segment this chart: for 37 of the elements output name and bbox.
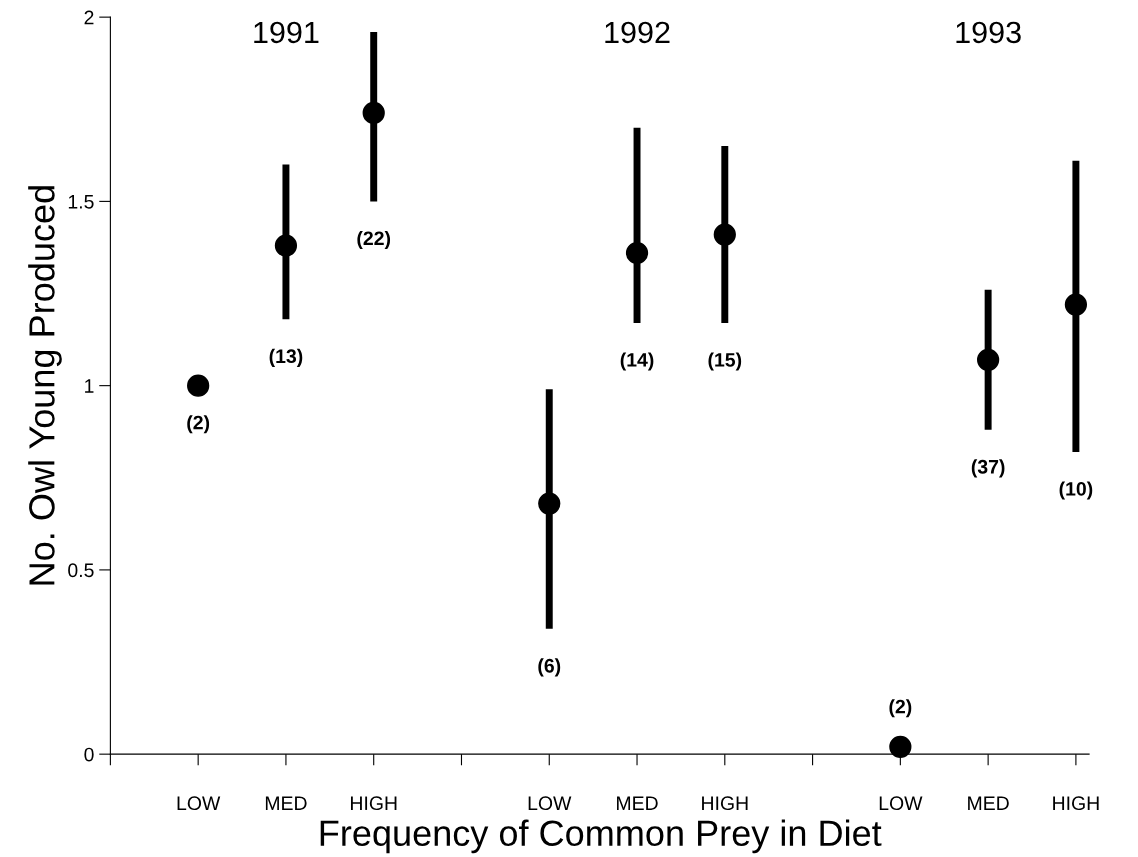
x-tick-label: HIGH xyxy=(351,796,397,811)
point xyxy=(713,223,736,246)
x-tick-label: MED xyxy=(968,796,1009,810)
annotation: (15) xyxy=(708,352,742,371)
point xyxy=(274,234,298,257)
y-axis-title: No. Owl Young Produced xyxy=(28,186,62,585)
y-tick-label: 0.5 xyxy=(68,563,94,578)
x-tick-label: HIGH xyxy=(1053,796,1099,811)
x-tick-label: MED xyxy=(265,796,307,810)
y-tick-label: 2 xyxy=(84,10,94,25)
point xyxy=(538,492,561,515)
annotation: (14) xyxy=(620,352,654,371)
x-tick-label: MED xyxy=(617,796,658,810)
annotation: (13) xyxy=(269,348,303,367)
point xyxy=(362,101,385,125)
x-tick-label: HIGH xyxy=(702,796,748,811)
annotation: (10) xyxy=(1059,481,1093,500)
annotation: (6) xyxy=(538,658,561,677)
x-tick-label: LOW xyxy=(528,796,572,811)
annotation: 1993 xyxy=(956,21,1021,44)
annotation: 1992 xyxy=(605,21,670,44)
x-axis-title: Frequency of Common Prey in Diet xyxy=(320,819,882,854)
y-tick-label: 0 xyxy=(84,747,94,762)
y-tick-label: 1 xyxy=(85,379,94,393)
annotation: (22) xyxy=(357,230,391,249)
point xyxy=(889,735,912,758)
x-tick-label: LOW xyxy=(879,796,923,811)
annotation: (37) xyxy=(971,459,1005,478)
annotation: 1991 xyxy=(254,21,319,44)
point xyxy=(1064,293,1088,316)
annotation: (2) xyxy=(187,415,210,434)
point xyxy=(625,241,649,265)
y-tick-label: 1.5 xyxy=(68,195,94,209)
x-tick-label: LOW xyxy=(177,796,221,811)
point xyxy=(977,348,1000,371)
annotation: (2) xyxy=(889,699,912,718)
point xyxy=(187,374,210,397)
